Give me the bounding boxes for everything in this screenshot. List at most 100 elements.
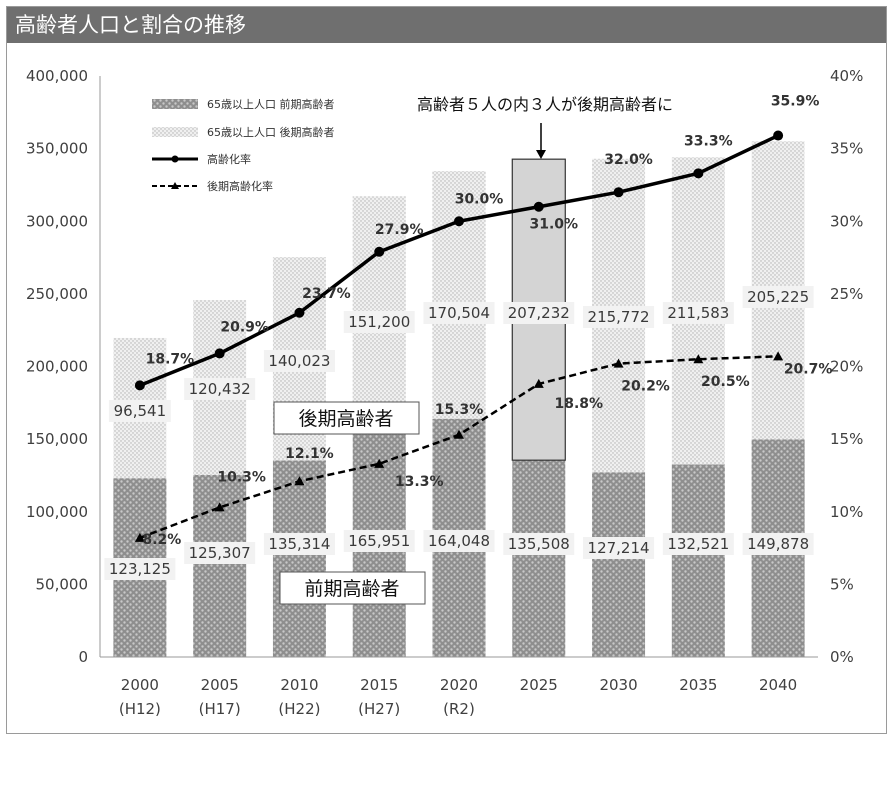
- annotation-arrow-icon: [536, 150, 546, 159]
- early-value-label-2020-bg: [423, 530, 495, 552]
- y-tick-label: 100,000: [26, 503, 88, 521]
- early-value-label-2030-bg: [583, 537, 655, 559]
- late-aging-rate-label-2010: 12.1%: [285, 446, 334, 462]
- y-tick-label: 300,000: [26, 212, 88, 230]
- late-value-label-2020-bg: [423, 302, 495, 324]
- early-value-label-2005: 125,307: [189, 544, 251, 562]
- early-elderly-box-label: 前期高齢者: [304, 578, 399, 600]
- bar-late-2015: [352, 196, 406, 416]
- aging-rate-label-2010: 23.7%: [302, 286, 351, 302]
- x-tick-sublabel: (R2): [443, 700, 475, 718]
- early-value-label-2035: 132,521: [667, 535, 729, 553]
- y-tick-label: 200,000: [26, 358, 88, 376]
- late-value-label-2040: 205,225: [747, 288, 809, 306]
- early-value-label-2010: 135,314: [268, 535, 330, 553]
- early-value-label-2025: 135,508: [508, 535, 570, 553]
- aging-rate-point-2015: [374, 246, 385, 257]
- late-value-label-2000: 96,541: [114, 402, 167, 420]
- y2-tick-label: 30%: [830, 212, 863, 230]
- bar-early-2030: [592, 472, 646, 657]
- y2-tick-label: 15%: [830, 430, 863, 448]
- legend-early-swatch-icon: [152, 99, 198, 109]
- aging-rate-label-2000: 18.7%: [146, 351, 195, 367]
- aging-rate-label-2040: 35.9%: [771, 94, 820, 110]
- aging-rate-label-2015: 27.9%: [375, 222, 424, 238]
- late-value-label-2010: 140,023: [268, 352, 330, 370]
- bar-early-2035: [671, 464, 725, 657]
- late-value-label-2030-bg: [583, 306, 655, 328]
- aging-rate-label-2035: 33.3%: [684, 133, 733, 149]
- y-tick-label: 50,000: [36, 575, 89, 593]
- early-value-label-2020: 164,048: [428, 532, 490, 550]
- legend-early-label: 65歳以上人口 前期高齢者: [207, 97, 335, 111]
- late-aging-rate-point-2020: [454, 429, 464, 439]
- y2-tick-label: 5%: [830, 575, 854, 593]
- late-aging-rate-label-2005: 10.3%: [217, 469, 266, 485]
- late-value-label-2020: 170,504: [428, 304, 490, 322]
- early-elderly-box: [279, 571, 426, 605]
- aging-rate-point-2040: [773, 130, 784, 141]
- late-aging-rate-point-2015: [374, 458, 385, 468]
- aging-rate-point-2010: [294, 307, 305, 318]
- early-value-label-2015-bg: [343, 530, 415, 552]
- y2-tick-label: 25%: [830, 285, 863, 303]
- early-value-label-2000-bg: [104, 558, 176, 580]
- early-value-label-2035-bg: [662, 533, 734, 555]
- late-elderly-box-label: 後期高齢者: [298, 408, 393, 430]
- early-value-label-2040: 149,878: [747, 535, 809, 553]
- y2-tick-label: 35%: [830, 140, 863, 158]
- late-aging-rate-point-2035: [693, 354, 704, 364]
- early-value-label-2000: 123,125: [109, 560, 171, 578]
- legend-aging-marker-icon: [171, 155, 179, 163]
- early-value-label-2040-bg: [742, 533, 814, 555]
- legend-late-label: 65歳以上人口 後期高齢者: [207, 125, 335, 139]
- x-tick-sublabel: (H27): [358, 700, 400, 718]
- x-tick-label: 2025: [520, 676, 558, 694]
- aging-rate-label-2020: 30.0%: [455, 191, 504, 207]
- x-tick-sublabel: (H22): [278, 700, 320, 718]
- x-tick-label: 2005: [201, 676, 239, 694]
- late-value-label-2035-bg: [662, 302, 734, 324]
- aging-rate-label-2025: 31.0%: [529, 217, 578, 233]
- x-tick-label: 2015: [360, 676, 398, 694]
- late-value-label-2010-bg: [263, 350, 335, 372]
- late-value-label-2025: 207,232: [508, 304, 570, 322]
- legend-late-swatch-icon: [152, 127, 198, 137]
- late-value-label-2025-bg: [503, 302, 575, 324]
- y2-tick-label: 10%: [830, 503, 863, 521]
- x-tick-label: 2040: [759, 676, 797, 694]
- legend-late-rate-marker-icon: [171, 182, 179, 189]
- x-tick-label: 2000: [121, 676, 159, 694]
- late-aging-rate-point-2005: [214, 502, 225, 512]
- y2-tick-label: 20%: [830, 358, 863, 376]
- late-aging-rate-label-2015: 13.3%: [395, 474, 444, 490]
- x-tick-label: 2010: [280, 676, 318, 694]
- legend: 65歳以上人口 前期高齢者 65歳以上人口 後期高齢者 高齢化率 後期高齢化率: [152, 97, 335, 193]
- late-aging-rate-point-2030: [613, 358, 624, 368]
- aging-rate-label-2005: 20.9%: [220, 319, 269, 335]
- late-aging-rate-label-2000: 8.2%: [142, 532, 181, 548]
- x-tick-label: 2030: [599, 676, 637, 694]
- aging-rate-label-2030: 32.0%: [604, 152, 653, 168]
- aging-rate-point-2005: [214, 348, 225, 359]
- late-aging-rate-point-2010: [294, 476, 305, 486]
- rate-lines: [134, 130, 784, 542]
- late-aging-rate-point-2025: [533, 378, 544, 388]
- late-aging-rate-label-2025: 18.8%: [554, 396, 603, 412]
- late-aging-rate-label-2020: 15.3%: [435, 402, 484, 418]
- y2-tick-label: 0%: [830, 648, 854, 666]
- early-value-label-2030: 127,214: [588, 539, 650, 557]
- data-labels: 96,541 123,125 120,432 125,307 140,023 135,31…: [104, 94, 832, 580]
- y2-tick-label: 40%: [830, 67, 863, 85]
- x-tick-sublabel: (H12): [119, 700, 161, 718]
- early-value-label-2005-bg: [184, 542, 256, 564]
- late-aging-rate-label-2040: 20.7%: [784, 361, 833, 377]
- y-tick-label: 350,000: [26, 140, 88, 158]
- early-value-label-2015: 165,951: [348, 532, 410, 550]
- bar-early-2025: [512, 460, 566, 657]
- aging-rate-point-2035: [693, 168, 704, 179]
- late-value-label-2040-bg: [742, 286, 814, 308]
- legend-late-rate-label: 後期高齢化率: [207, 179, 273, 193]
- aging-rate-point-2020: [454, 216, 464, 227]
